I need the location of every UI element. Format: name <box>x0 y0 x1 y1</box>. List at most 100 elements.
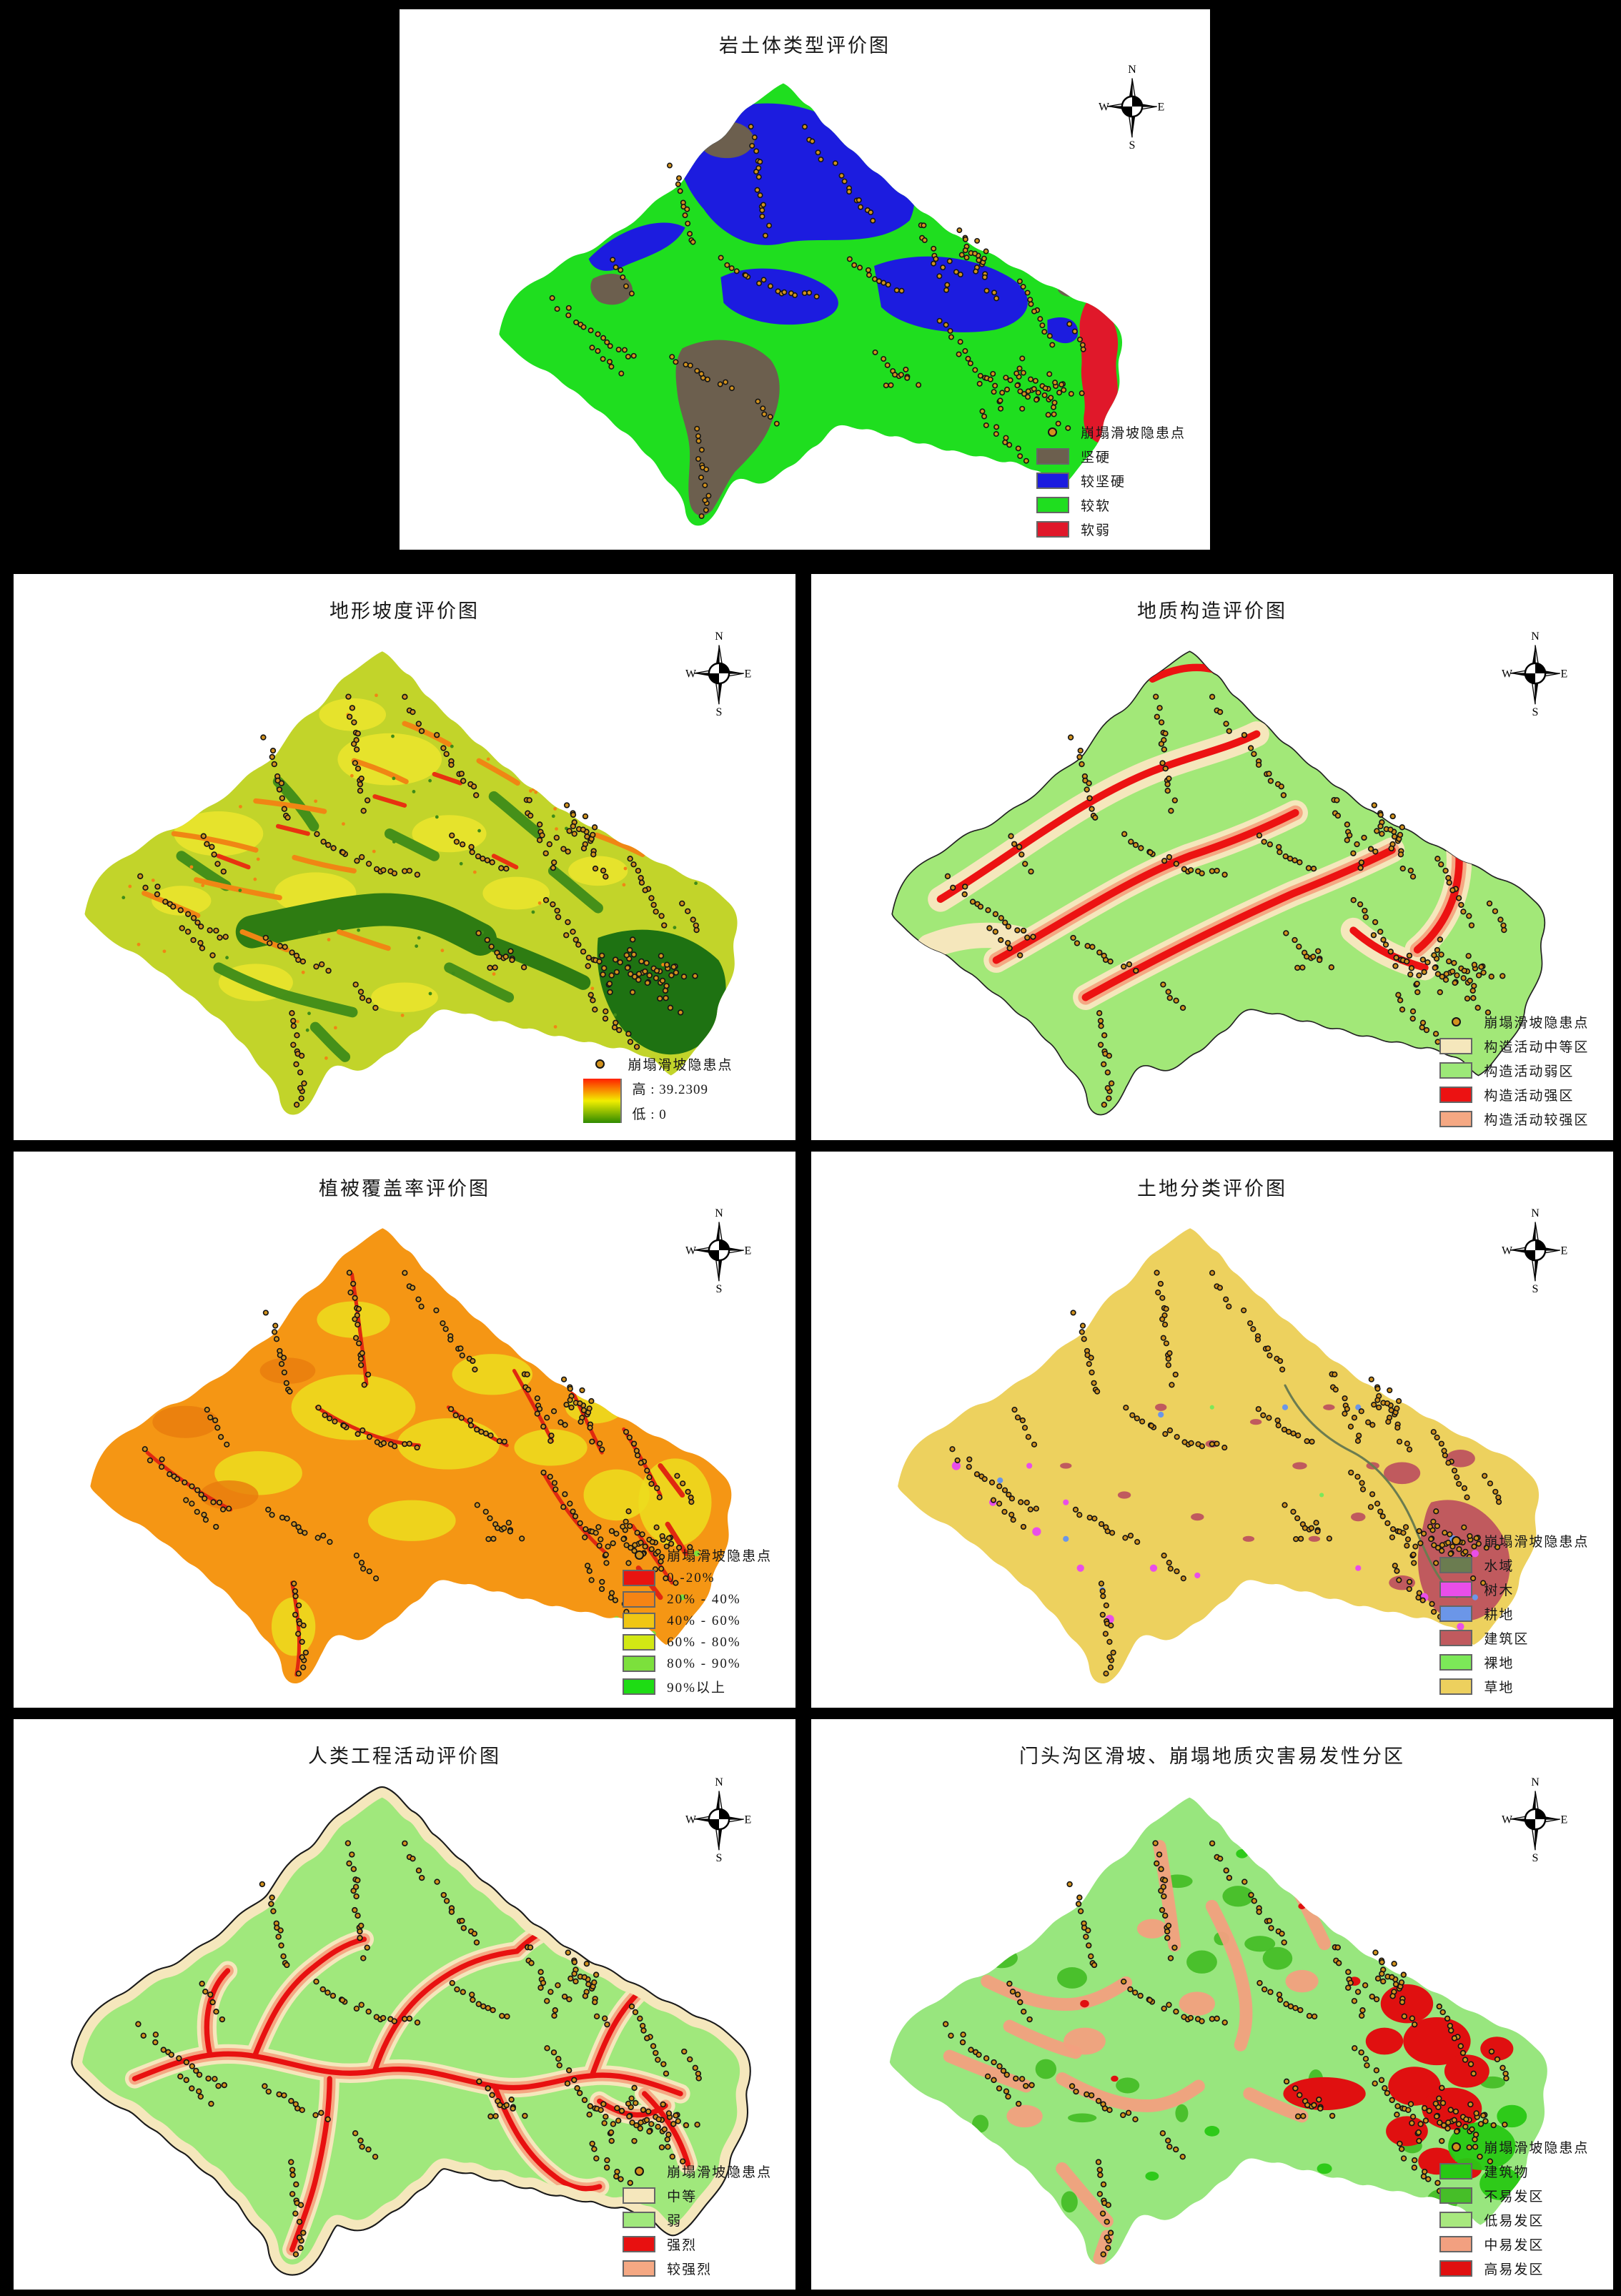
compass-letter: E <box>744 1245 751 1257</box>
legend-item: 高易发区 <box>1439 2259 1589 2278</box>
legend-label: 弱 <box>667 2214 683 2230</box>
panel-title: 地质构造评价图 <box>1137 600 1287 623</box>
legend-item: 崩塌滑坡隐患点 <box>1439 2137 1589 2157</box>
legend-label: 崩塌滑坡隐患点 <box>1484 1535 1590 1550</box>
legend-label: 耕地 <box>1484 1608 1515 1623</box>
compass-rose-icon: N S W E <box>685 630 751 718</box>
legend-item: 强烈 <box>623 2235 772 2254</box>
legend-swatch <box>623 1634 656 1651</box>
district-map <box>499 83 1123 526</box>
compass-letter: W <box>1099 101 1110 113</box>
legend: 崩塌滑坡隐患点 中等弱强烈较强烈 <box>623 2162 772 2278</box>
compass-letter: E <box>744 668 751 681</box>
legend-label: 建筑物 <box>1484 2165 1530 2181</box>
compass-letter: E <box>1157 101 1164 113</box>
legend-label: 较坚硬 <box>1080 474 1126 490</box>
compass-letter: E <box>744 1813 751 1826</box>
legend-swatch <box>1439 1038 1473 1055</box>
legend-swatch <box>1439 2163 1473 2180</box>
legend-label: 构造活动弱区 <box>1484 1064 1575 1080</box>
legend-item: 40% - 60% <box>623 1613 772 1630</box>
legend-label: 构造活动中等区 <box>1484 1040 1590 1056</box>
legend-item: 较强烈 <box>623 2259 772 2278</box>
legend-swatch <box>1439 1654 1473 1671</box>
compass-letter: W <box>685 1813 697 1826</box>
gradient-low-label: 低 : 0 <box>632 1107 667 1123</box>
legend-item: 弱 <box>623 2210 772 2230</box>
legend-item: 构造活动弱区 <box>1439 1061 1589 1080</box>
legend-swatch <box>1036 472 1069 489</box>
legend-item: 较坚硬 <box>1036 471 1186 490</box>
hazard-point-icon <box>623 2167 655 2177</box>
legend-swatch <box>623 2260 656 2277</box>
compass-letter: W <box>1502 668 1513 681</box>
compass-rose-icon: N S W E <box>685 1207 751 1295</box>
compass-letter: N <box>1532 1207 1540 1219</box>
legend-item: 崩塌滑坡隐患点 <box>623 2162 772 2181</box>
hazard-point-icon <box>1036 427 1069 437</box>
compass-letter: N <box>715 630 723 643</box>
legend-item: 较软 <box>1036 495 1186 515</box>
legend-label: 建筑区 <box>1484 1632 1530 1648</box>
legend-swatch <box>623 2187 656 2205</box>
hazard-point-dot <box>595 1059 605 1069</box>
legend-label: 低易发区 <box>1484 2214 1545 2230</box>
hazard-point-icon <box>1439 1536 1472 1546</box>
legend-item: 80% - 90% <box>623 1656 772 1673</box>
legend-swatch <box>1439 2260 1473 2277</box>
hazard-point-icon <box>623 1550 655 1560</box>
compass-rose-icon: N S W E <box>685 1776 751 1864</box>
map-panel: 土地分类评价图 N S W E 崩塌滑坡隐患点 水域 树木 耕地 建筑区 裸地 草地 <box>809 1149 1615 1710</box>
legend-item: 耕地 <box>1439 1604 1589 1623</box>
legend-item: 崩塌滑坡隐患点 <box>1439 1531 1589 1550</box>
legend-label: 构造活动较强区 <box>1484 1113 1590 1129</box>
legend-item: 崩塌滑坡隐患点 <box>583 1054 733 1074</box>
legend-label: 水域 <box>1484 1559 1515 1575</box>
compass-letter: N <box>1532 1776 1540 1788</box>
legend-label: 80% - 90% <box>667 1656 741 1671</box>
compass-rose-icon: N S W E <box>1502 1776 1567 1864</box>
legend-item: 构造活动中等区 <box>1439 1036 1589 1056</box>
district-map <box>90 1227 732 1683</box>
legend-item: 构造活动强区 <box>1439 1085 1589 1104</box>
legend-label: 崩塌滑坡隐患点 <box>667 2165 773 2181</box>
compass-rose-icon: N S W E <box>1099 64 1164 152</box>
legend-label: 20% - 40% <box>667 1591 741 1607</box>
legend-label: 裸地 <box>1484 1656 1515 1672</box>
compass-letter: S <box>715 706 722 718</box>
compass-letter: S <box>1532 706 1539 718</box>
legend-label: 90%以上 <box>667 1681 726 1696</box>
legend-item: 崩塌滑坡隐患点 <box>1036 422 1186 442</box>
legend: 崩塌滑坡隐患点高 : 39.2309 低 : 0 <box>583 1054 733 1124</box>
legend-swatch <box>1036 496 1069 513</box>
legend-label: 崩塌滑坡隐患点 <box>1484 2141 1590 2157</box>
compass-rose-icon: N S W E <box>1502 1207 1568 1295</box>
compass-letter: E <box>1561 668 1568 681</box>
compass-letter: N <box>715 1776 723 1788</box>
hazard-point-icon <box>1439 2142 1472 2152</box>
legend-label: 0 -20% <box>667 1570 715 1585</box>
legend-swatch <box>1439 1605 1473 1623</box>
hazard-point-dot <box>1048 427 1058 437</box>
legend-item: 建筑区 <box>1439 1628 1589 1648</box>
legend-swatch <box>623 1656 656 1673</box>
legend-swatch <box>1439 1087 1473 1104</box>
legend-swatch <box>1439 2236 1473 2253</box>
compass-letter: W <box>1502 1245 1513 1257</box>
compass-letter: E <box>1561 1245 1568 1257</box>
legend-item: 崩塌滑坡隐患点 <box>623 1545 772 1565</box>
hazard-point-dot <box>1451 2142 1461 2152</box>
legend-label: 构造活动强区 <box>1484 1089 1575 1104</box>
compass-letter: W <box>685 668 697 681</box>
district-map <box>84 651 738 1115</box>
hazard-point-dot <box>634 1550 644 1560</box>
legend-item: 树木 <box>1439 1580 1589 1599</box>
legend: 崩塌滑坡隐患点 0 -20% 20% - 40% 40% - 60% 60% - 80%… <box>623 1545 772 1696</box>
legend-swatch <box>1439 1581 1473 1598</box>
legend-label: 强烈 <box>667 2238 698 2254</box>
legend-label: 树木 <box>1484 1583 1515 1599</box>
legend-label: 中等 <box>667 2189 698 2205</box>
district-map <box>71 1786 751 2276</box>
hazard-point-dot <box>634 2167 644 2177</box>
legend-item: 建筑物 <box>1439 2162 1589 2181</box>
